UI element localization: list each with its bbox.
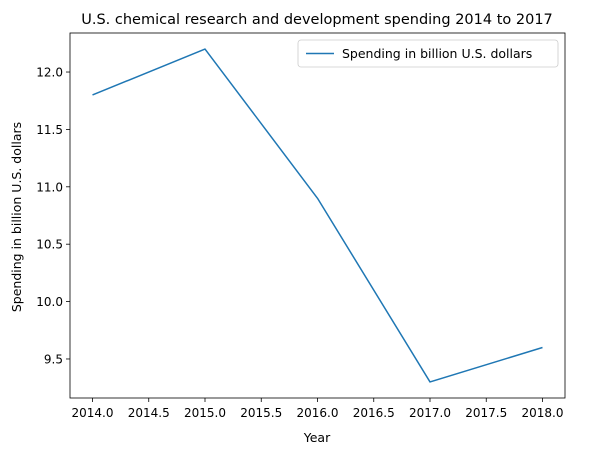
x-tick-label: 2017.0 bbox=[409, 406, 451, 420]
x-tick-label: 2017.5 bbox=[465, 406, 507, 420]
legend: Spending in billion U.S. dollars bbox=[297, 39, 559, 68]
x-tick-label: 2015.5 bbox=[240, 406, 282, 420]
y-tick-label: 9.5 bbox=[44, 352, 63, 366]
y-tick-label: 11.5 bbox=[36, 123, 63, 137]
x-tick-label: 2014.0 bbox=[72, 406, 114, 420]
x-tick-label: 2014.5 bbox=[128, 406, 170, 420]
y-tick-label: 10.0 bbox=[36, 295, 63, 309]
x-tick-label: 2018.0 bbox=[522, 406, 564, 420]
chart-title: U.S. chemical research and development s… bbox=[81, 12, 553, 28]
legend-box bbox=[297, 39, 559, 68]
y-tick-label: 11.0 bbox=[36, 180, 63, 194]
series-line-0 bbox=[92, 48, 543, 383]
x-tick-label: 2016.0 bbox=[297, 406, 339, 420]
x-tick-label: 2015.0 bbox=[184, 406, 226, 420]
plot-frame bbox=[69, 32, 566, 399]
y-axis-label: Spending in billion U.S. dollars bbox=[9, 122, 24, 312]
plot-area: 2014.0 2014.5 2015.0 2015.5 2016.0 2016.5 2017… bbox=[36, 32, 566, 420]
y-tick-label: 12.0 bbox=[36, 66, 63, 80]
x-tick-label: 2016.5 bbox=[353, 406, 395, 420]
y-tick-label: 10.5 bbox=[36, 238, 63, 252]
legend-label-0: Spending in billion U.S. dollars bbox=[342, 46, 532, 61]
x-axis-label: Year bbox=[303, 430, 331, 445]
